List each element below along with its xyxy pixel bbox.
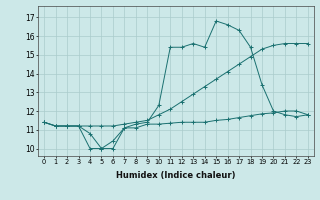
X-axis label: Humidex (Indice chaleur): Humidex (Indice chaleur)	[116, 171, 236, 180]
